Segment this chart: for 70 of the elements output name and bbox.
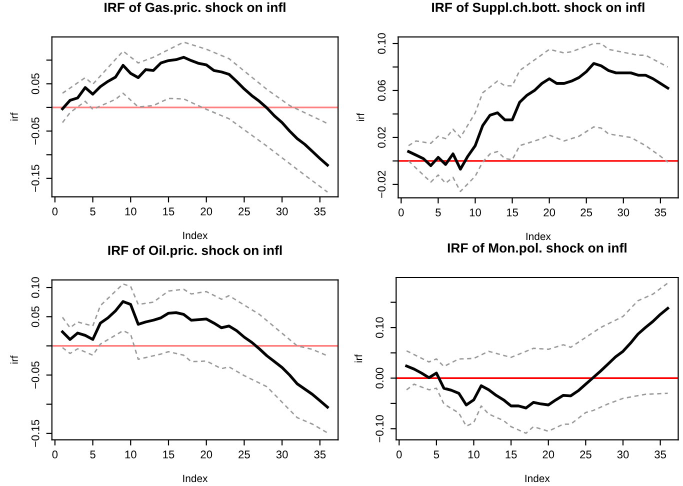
x-tick-label: 35 <box>654 450 666 458</box>
line-series <box>62 283 328 356</box>
y-tick-label: −0.05 <box>31 117 40 145</box>
chart-title: IRF of Gas.pric. shock on infl <box>104 2 286 15</box>
line-series <box>62 92 328 193</box>
x-tick-label: 15 <box>163 450 174 458</box>
x-axis-title: Index <box>525 474 550 482</box>
x-tick-label: 10 <box>470 208 481 216</box>
x-tick-label: 10 <box>125 450 136 458</box>
line-series <box>406 384 668 434</box>
x-tick-label: 25 <box>238 450 250 458</box>
x-axis-title: Index <box>183 474 208 482</box>
x-tick-label: 0 <box>398 208 404 216</box>
x-tick-label: 10 <box>125 208 136 216</box>
y-tick-label: −0.10 <box>376 415 384 442</box>
x-tick-label: 30 <box>276 450 288 458</box>
x-tick-label: 5 <box>434 450 440 458</box>
x-tick-label: 15 <box>506 450 517 458</box>
y-tick-label: −0.15 <box>31 420 40 447</box>
x-tick-label: 35 <box>314 450 326 458</box>
line-series <box>61 56 329 167</box>
chart-title: IRF of Mon.pol. shock on infl <box>448 242 626 256</box>
y-axis-title: irf <box>10 356 18 364</box>
y-tick-label: −0.02 <box>378 170 386 198</box>
x-axis-title: Index <box>526 232 551 240</box>
x-tick-label: 30 <box>617 450 629 458</box>
x-tick-label: 15 <box>163 208 174 216</box>
x-tick-label: 20 <box>544 208 556 216</box>
x-tick-label: 20 <box>200 450 212 458</box>
x-tick-label: 20 <box>542 450 554 458</box>
y-axis-title: irf <box>356 113 364 122</box>
line-series <box>406 282 668 368</box>
x-tick-label: 30 <box>276 208 288 216</box>
x-tick-label: 25 <box>238 208 250 216</box>
line-series <box>62 330 328 434</box>
y-axis-title: irf <box>354 354 362 362</box>
y-tick-label: 0.06 <box>378 80 386 101</box>
line-series <box>407 62 670 171</box>
y-tick-label: 0.00 <box>376 368 384 389</box>
y-axis-title: irf <box>10 112 18 121</box>
x-tick-label: 25 <box>580 450 592 458</box>
x-tick-label: 5 <box>90 208 96 216</box>
x-tick-label: 5 <box>90 450 96 458</box>
x-tick-label: 0 <box>52 450 58 458</box>
y-tick-label: 0.10 <box>31 277 40 298</box>
chart-title: IRF of Oil.pric. shock on infl <box>108 245 282 258</box>
y-tick-label: 0.10 <box>378 33 386 54</box>
y-tick-label: 0.10 <box>376 317 384 338</box>
chart-title: IRF of Suppl.ch.bott. shock on infl <box>432 2 644 15</box>
x-tick-label: 35 <box>314 208 326 216</box>
x-tick-label: 5 <box>436 208 441 216</box>
line-series <box>405 306 670 410</box>
y-tick-label: 0.05 <box>31 73 40 94</box>
x-tick-label: 25 <box>580 208 592 216</box>
x-tick-label: 30 <box>618 208 630 216</box>
y-tick-label: −0.05 <box>31 361 40 389</box>
y-tick-label: 0.02 <box>378 127 386 148</box>
x-tick-label: 35 <box>654 208 666 216</box>
x-axis-title: Index <box>183 231 208 240</box>
x-tick-label: 0 <box>396 450 402 458</box>
x-tick-label: 20 <box>200 208 212 216</box>
x-tick-label: 10 <box>468 450 480 458</box>
line-series <box>408 42 669 146</box>
line-series <box>61 300 329 409</box>
x-tick-label: 15 <box>506 208 518 216</box>
y-tick-label: −0.15 <box>31 164 40 192</box>
line-series <box>408 126 669 192</box>
x-tick-label: 0 <box>52 208 58 216</box>
y-tick-label: 0.05 <box>31 306 40 328</box>
line-series <box>62 41 328 124</box>
